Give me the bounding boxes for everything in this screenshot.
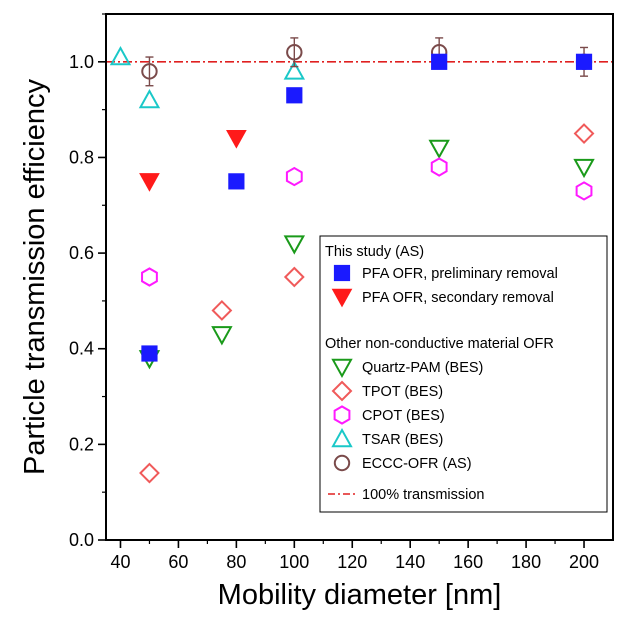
legend-label-tpot-bes: TPOT (BES) [362, 384, 443, 400]
point-pfa-ofr-preliminary-removal [228, 173, 245, 190]
y-tick-label-0.6: 0.6 [69, 243, 94, 263]
legend-marker-tpot-bes [331, 380, 353, 402]
point-cpot-bes [285, 166, 303, 187]
axes-layer: 40 60 80 100 120 140 160 180 200 0.0 0.2 0.4 0.6 0.8 1… [69, 13, 599, 572]
legend-label-tsar-bes: TSAR (BES) [362, 432, 443, 448]
legend-label-pfa-ofr-preliminary-removal: PFA OFR, preliminary removal [362, 266, 558, 282]
x-tick-label-100: 100 [279, 552, 309, 572]
point-tpot-bes [139, 462, 160, 484]
point-pfa-ofr-preliminary-removal [575, 53, 593, 70]
point-quartz-pam-bes [573, 158, 595, 179]
legend-marker-eccc-ofr-as [333, 454, 351, 472]
y-tick-label-1.0: 1.0 [69, 52, 94, 72]
legend-marker-pfa-ofr-preliminary-removal [333, 264, 351, 282]
x-tick-label-140: 140 [395, 552, 425, 572]
x-tick-label-200: 200 [569, 552, 599, 572]
legend-group-title-other-ofr: Other non-conductive material OFR [325, 336, 554, 352]
x-tick-label-180: 180 [511, 552, 541, 572]
point-tpot-bes [283, 266, 305, 288]
x-tick-label-160: 160 [453, 552, 483, 572]
plot-frame [105, 13, 614, 541]
point-cpot-bes [575, 181, 593, 201]
y-tick-label-0.0: 0.0 [69, 530, 94, 550]
series-tsar-bes [109, 45, 306, 109]
data-layer [109, 37, 595, 484]
point-quartz-pam-bes [211, 326, 233, 346]
series-pfa-ofr-preliminary-removal [141, 53, 593, 362]
legend-marker-quartz-pam-bes [331, 358, 353, 379]
legend-marker-cpot-bes [333, 405, 351, 425]
y-tick-label-0.8: 0.8 [69, 147, 94, 167]
x-tick-label-80: 80 [226, 552, 246, 572]
point-cpot-bes [141, 267, 158, 287]
point-quartz-pam-bes [283, 235, 306, 255]
legend-marker-tsar-bes [331, 427, 353, 448]
x-tick-label-40: 40 [110, 552, 130, 572]
legend: This study (AS) Other non-conductive mat… [319, 235, 608, 513]
legend-marker-pfa-ofr-secondary-removal [331, 288, 353, 308]
y-axis-title: Particle transmission efficiency [19, 79, 51, 475]
legend-entries: PFA OFR, preliminary removal PFA OFR, sec… [328, 264, 558, 495]
legend-label-eccc-ofr-as: ECCC-OFR (AS) [362, 456, 472, 472]
point-quartz-pam-bes [428, 139, 450, 159]
point-tpot-bes [573, 123, 595, 144]
point-eccc-ofr-as [141, 63, 158, 80]
point-tpot-bes [211, 300, 233, 321]
legend-label-cpot-bes: CPOT (BES) [362, 408, 445, 424]
point-pfa-ofr-preliminary-removal [431, 53, 448, 70]
series-cpot-bes [141, 157, 593, 287]
legend-label-pfa-ofr-secondary-removal: PFA OFR, secondary removal [362, 290, 554, 306]
legend-label-reference-line: 100% transmission [362, 487, 485, 503]
point-pfa-ofr-secondary-removal [139, 173, 160, 192]
y-tick-label-0.2: 0.2 [69, 434, 94, 454]
series-pfa-ofr-secondary-removal [139, 130, 247, 192]
x-tick-label-120: 120 [337, 552, 367, 572]
x-tick-label-60: 60 [168, 552, 188, 572]
point-pfa-ofr-secondary-removal [226, 130, 247, 149]
point-pfa-ofr-preliminary-removal [141, 345, 158, 362]
point-pfa-ofr-preliminary-removal [286, 87, 303, 104]
point-tsar-bes [283, 60, 306, 80]
y-tick-label-0.4: 0.4 [69, 339, 94, 359]
point-tsar-bes [138, 89, 161, 109]
series-tpot-bes [139, 123, 595, 484]
point-eccc-ofr-as [286, 44, 303, 61]
legend-box [319, 235, 608, 513]
point-tsar-bes [109, 45, 132, 66]
x-axis-title: Mobility diameter [nm] [218, 579, 502, 611]
legend-label-quartz-pam-bes: Quartz-PAM (BES) [362, 360, 483, 376]
legend-group-title-this-study: This study (AS) [325, 244, 424, 260]
point-cpot-bes [430, 157, 448, 177]
